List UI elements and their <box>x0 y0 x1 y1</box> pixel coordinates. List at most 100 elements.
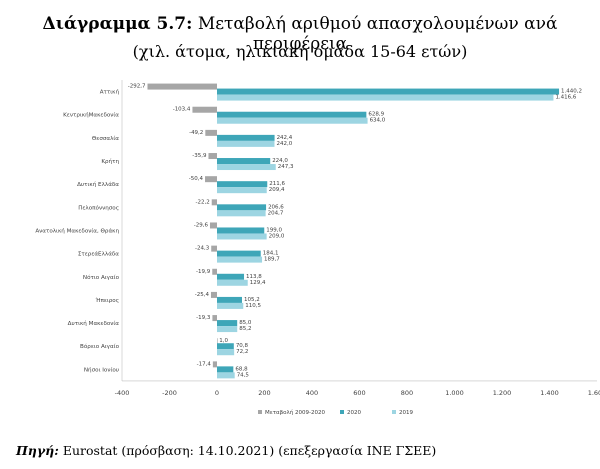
x-tick-label: 200 <box>258 389 270 397</box>
data-label: 242,4 <box>277 135 293 141</box>
bar-2019 <box>217 326 238 333</box>
data-label: 184,1 <box>263 251 279 257</box>
data-label: 634,0 <box>370 118 386 124</box>
data-label: 1.440,2 <box>561 89 582 95</box>
data-label: -17,4 <box>197 361 212 367</box>
bar-2020 <box>217 343 234 350</box>
bar-2019 <box>217 349 235 356</box>
bar-chart: Αττική -292,7 1.440,21.416,6 ΚεντρικήΜακεδο… <box>35 80 600 416</box>
category-label: Πελοπόννησος <box>78 204 119 211</box>
bar-2019 <box>217 94 554 101</box>
bar-change <box>205 129 217 136</box>
data-label: 72,2 <box>236 349 248 355</box>
bar-2020 <box>217 181 268 188</box>
bar-2019 <box>217 210 266 217</box>
bar-2019 <box>217 302 244 309</box>
data-label: 247,3 <box>278 164 294 170</box>
category-label: Θεσσαλία <box>92 135 119 142</box>
bar-change <box>211 245 217 252</box>
data-label: 85,0 <box>239 320 252 326</box>
x-tick-label: 1.200 <box>493 389 512 397</box>
bar-change <box>212 315 217 322</box>
bar-2019 <box>217 279 248 286</box>
bar-2020 <box>217 250 261 257</box>
bar-2020 <box>217 204 267 211</box>
data-label: -25,4 <box>195 292 210 298</box>
data-label: -49,2 <box>189 130 203 136</box>
data-label: 113,8 <box>246 274 262 280</box>
data-label: 211,6 <box>269 181 285 187</box>
bar-2020 <box>217 273 245 280</box>
legend-swatch <box>258 410 262 414</box>
data-label: 204,7 <box>268 210 284 216</box>
x-tick-label: 1.400 <box>540 389 559 397</box>
category-label: ΚεντρικήΜακεδονία <box>63 112 119 119</box>
bar-change <box>192 106 217 113</box>
chart-title-text: Μεταβολή αριθμού απασχολουμένων ανά περι… <box>197 14 558 54</box>
data-label: 129,4 <box>250 280 266 286</box>
bar-change <box>212 361 217 368</box>
x-tick-label: -400 <box>115 389 130 397</box>
data-label: -19,3 <box>196 315 211 321</box>
data-label: 628,9 <box>368 112 384 118</box>
legend-label: 2019 <box>399 410 413 416</box>
data-label: -24,3 <box>195 246 210 252</box>
data-label: 206,6 <box>268 204 284 210</box>
category-label: ΣτερεάΕλλάδα <box>78 251 119 258</box>
bar-change <box>212 268 217 275</box>
bar-change <box>205 176 217 183</box>
data-label: 224,0 <box>272 158 288 164</box>
bar-change <box>211 199 217 206</box>
data-label: -19,9 <box>196 269 211 275</box>
bar-2019 <box>217 372 235 379</box>
chart-subtitle: (χιλ. άτομα, ηλικιακή ομάδα 15-64 ετών) <box>132 42 468 61</box>
bar-2020 <box>217 111 367 118</box>
bar-2020 <box>217 366 234 373</box>
bar-change <box>208 153 217 160</box>
data-label: 209,0 <box>269 233 285 239</box>
category-label: Βόρειο Αιγαίο <box>80 343 120 350</box>
category-label: Δυτική Ελλάδα <box>77 181 119 188</box>
x-tick-label: 400 <box>306 389 318 397</box>
data-label: 199,0 <box>266 227 282 233</box>
category-label: Ανατολική Μακεδονία, Θράκη <box>35 227 119 234</box>
source-label: Πηγή: <box>16 443 59 458</box>
x-tick-label: 1.000 <box>445 389 464 397</box>
bar-2020 <box>217 88 560 95</box>
bar-2019 <box>217 164 276 171</box>
bar-2020 <box>217 158 271 165</box>
source-note: Πηγή: Eurostat (πρόσβαση: 14.10.2021) (ε… <box>16 443 436 458</box>
legend-label: Μεταβολή 2009-2020 <box>265 409 325 416</box>
data-label: 242,0 <box>276 141 292 147</box>
category-label: Δυτική Μακεδονία <box>68 320 120 327</box>
legend-swatch <box>392 410 396 414</box>
data-label: 189,7 <box>264 257 280 263</box>
x-tick-label: 600 <box>353 389 365 397</box>
bar-2019 <box>217 140 275 147</box>
bar-2020 <box>217 134 275 141</box>
bar-2019 <box>217 117 368 124</box>
bar-change <box>209 222 217 229</box>
category-label: Νότιο Αιγαίο <box>83 274 120 281</box>
data-label: 70,8 <box>236 343 249 349</box>
data-label: 110,5 <box>245 303 261 309</box>
data-label: 85,2 <box>239 326 251 332</box>
data-label: 68,8 <box>235 366 248 372</box>
data-label: 74,5 <box>237 372 250 378</box>
x-tick-label: -200 <box>162 389 177 397</box>
legend-label: 2020 <box>347 410 361 416</box>
data-label: -35,9 <box>192 153 207 159</box>
legend-swatch <box>340 410 344 414</box>
data-label: 1,0 <box>219 338 228 344</box>
bar-2020 <box>217 320 238 327</box>
bar-2020 <box>217 296 242 303</box>
data-label: -103,4 <box>173 107 191 113</box>
source-text: Eurostat (πρόσβαση: 14.10.2021) (επεξεργ… <box>58 443 437 458</box>
chart-label: Διάγραμμα 5.7: <box>42 14 193 34</box>
data-label: 105,2 <box>244 297 260 303</box>
bar-change <box>217 338 218 345</box>
data-label: -29,6 <box>194 222 209 228</box>
bar-2019 <box>217 233 267 240</box>
data-label: 1.416,6 <box>555 95 576 101</box>
x-tick-label: 800 <box>401 389 413 397</box>
